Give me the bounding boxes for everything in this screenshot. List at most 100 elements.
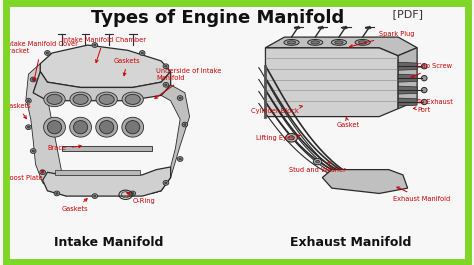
Ellipse shape [285, 134, 298, 142]
Ellipse shape [131, 192, 134, 194]
Text: Exhaust Manifold: Exhaust Manifold [290, 236, 411, 249]
Ellipse shape [47, 121, 62, 134]
Ellipse shape [96, 117, 118, 137]
Ellipse shape [125, 94, 140, 104]
Text: Boost Plate: Boost Plate [5, 170, 44, 180]
Text: Underside of Intake
Manifold: Underside of Intake Manifold [155, 68, 222, 99]
Ellipse shape [308, 39, 323, 45]
Ellipse shape [30, 77, 36, 82]
Text: Gaskets: Gaskets [5, 103, 31, 119]
Polygon shape [43, 167, 171, 196]
Ellipse shape [179, 158, 182, 160]
Ellipse shape [355, 39, 370, 45]
Ellipse shape [70, 117, 91, 137]
Text: Intake Manifold: Intake Manifold [55, 236, 164, 249]
Ellipse shape [184, 123, 186, 125]
Ellipse shape [311, 41, 319, 44]
Text: Gaskets: Gaskets [114, 58, 140, 76]
Ellipse shape [94, 44, 96, 46]
Polygon shape [398, 86, 417, 94]
Ellipse shape [365, 27, 371, 29]
Ellipse shape [73, 94, 88, 104]
Polygon shape [265, 48, 398, 117]
Ellipse shape [45, 51, 50, 55]
Ellipse shape [26, 125, 31, 130]
Ellipse shape [94, 195, 96, 197]
Ellipse shape [30, 149, 36, 153]
Ellipse shape [164, 182, 167, 184]
Polygon shape [152, 85, 190, 193]
Ellipse shape [342, 27, 347, 29]
Ellipse shape [27, 126, 29, 128]
Text: Cap Screw: Cap Screw [411, 63, 452, 78]
Text: Spark Plug: Spark Plug [350, 32, 415, 47]
Ellipse shape [73, 121, 88, 134]
Text: Types of Engine Manifold: Types of Engine Manifold [91, 9, 345, 27]
Text: Intake Manifold Cover
Bracket: Intake Manifold Cover Bracket [5, 41, 78, 81]
Ellipse shape [421, 76, 427, 81]
Ellipse shape [47, 94, 62, 104]
Ellipse shape [27, 100, 29, 101]
Ellipse shape [141, 52, 143, 54]
Text: Cylinder Block: Cylinder Block [251, 105, 302, 114]
Ellipse shape [316, 160, 319, 163]
Ellipse shape [92, 194, 98, 198]
Text: Gasket: Gasket [337, 118, 360, 127]
Polygon shape [62, 146, 152, 151]
Ellipse shape [318, 27, 324, 29]
Polygon shape [55, 170, 140, 175]
Ellipse shape [421, 99, 427, 105]
Ellipse shape [177, 157, 183, 161]
Ellipse shape [313, 158, 322, 165]
Ellipse shape [54, 191, 60, 196]
Ellipse shape [335, 41, 343, 44]
Ellipse shape [41, 171, 44, 173]
Text: O-Ring: O-Ring [127, 193, 155, 204]
Text: Lifting Eyes: Lifting Eyes [256, 134, 300, 141]
Ellipse shape [139, 51, 145, 55]
Polygon shape [322, 170, 408, 193]
Ellipse shape [294, 27, 300, 29]
Text: Stud and Washer: Stud and Washer [289, 162, 346, 173]
Ellipse shape [44, 117, 65, 137]
Ellipse shape [164, 65, 167, 67]
Ellipse shape [164, 84, 167, 86]
Ellipse shape [32, 150, 35, 152]
Ellipse shape [284, 39, 299, 45]
Polygon shape [33, 72, 171, 101]
Ellipse shape [163, 64, 169, 69]
Ellipse shape [179, 97, 182, 99]
Text: Gaskets: Gaskets [62, 199, 88, 212]
Ellipse shape [163, 82, 169, 87]
Ellipse shape [182, 122, 188, 127]
Polygon shape [398, 62, 417, 70]
Ellipse shape [96, 92, 117, 107]
Ellipse shape [130, 191, 136, 196]
Ellipse shape [55, 192, 58, 194]
Ellipse shape [32, 78, 35, 81]
Ellipse shape [289, 136, 294, 140]
Text: Exhaust Manifold: Exhaust Manifold [393, 187, 451, 202]
Ellipse shape [126, 121, 140, 134]
Ellipse shape [99, 94, 114, 104]
Ellipse shape [421, 64, 427, 69]
Ellipse shape [92, 43, 98, 47]
Text: To Exhaust
Port: To Exhaust Port [413, 99, 453, 113]
Polygon shape [40, 45, 171, 87]
Ellipse shape [26, 98, 31, 103]
Polygon shape [265, 37, 417, 56]
Polygon shape [398, 98, 417, 106]
Ellipse shape [100, 121, 114, 134]
Ellipse shape [70, 92, 91, 107]
Text: Intake Manifold Chamber: Intake Manifold Chamber [62, 37, 146, 63]
Ellipse shape [287, 41, 296, 44]
Ellipse shape [122, 117, 144, 137]
Text: Brace: Brace [47, 145, 82, 151]
Ellipse shape [177, 96, 183, 100]
Ellipse shape [46, 52, 49, 54]
Ellipse shape [122, 92, 143, 107]
Text: [PDF]: [PDF] [389, 9, 423, 19]
Ellipse shape [44, 92, 65, 107]
Polygon shape [398, 74, 417, 82]
Ellipse shape [421, 87, 427, 93]
